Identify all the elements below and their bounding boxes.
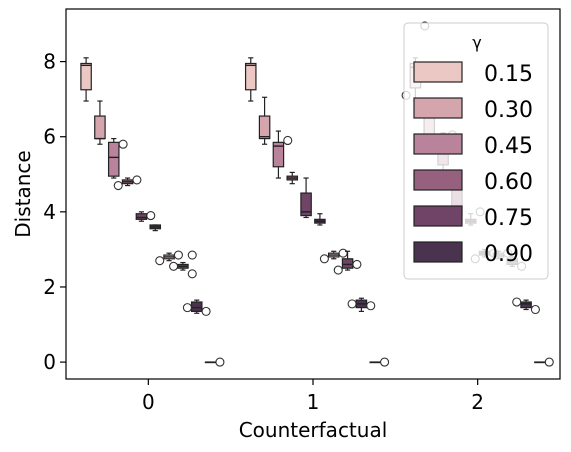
box-item (319, 248, 348, 264)
box-body (341, 258, 354, 269)
outlier-point (544, 357, 554, 367)
box-item (107, 137, 128, 179)
box-body (244, 62, 257, 91)
box-item (155, 250, 183, 266)
outlier-point (319, 254, 329, 264)
box-item (182, 299, 211, 316)
box-item (169, 250, 197, 279)
box-item (113, 175, 142, 191)
outlier-point (347, 299, 357, 309)
outlier-point (146, 211, 156, 221)
outlier-point (352, 259, 362, 269)
y-axis-label: Distance (11, 150, 35, 237)
outlier-point (283, 135, 293, 146)
x-tick-label: 1 (307, 390, 320, 414)
outlier-point (132, 175, 142, 185)
outlier-point (366, 301, 376, 311)
legend-swatch (413, 241, 463, 263)
box-body (107, 141, 120, 177)
box-item (272, 130, 293, 179)
legend-swatch (413, 97, 463, 119)
legend-swatch (413, 61, 463, 83)
legend-label: 0.60 (484, 170, 533, 195)
box-item (300, 177, 312, 219)
legend: γ 0.15 0.30 0.45 0.60 0.75 0.90 (403, 22, 549, 280)
x-tick-label: 2 (471, 390, 484, 414)
box-body (190, 301, 203, 312)
legend-label: 0.15 (484, 62, 533, 87)
legend-items: 0.15 0.30 0.45 0.60 0.75 0.90 (413, 61, 533, 267)
outlier-point (187, 269, 197, 279)
box-item (347, 297, 376, 312)
outlier-point (512, 297, 522, 307)
outlier-point (187, 250, 197, 260)
y-tick-label: 4 (43, 200, 56, 224)
box-body (258, 115, 271, 140)
outlier-point (182, 303, 192, 313)
legend-title: γ (472, 33, 481, 52)
box-item (286, 171, 299, 185)
outlier-point (530, 304, 540, 315)
legend-label: 0.45 (484, 134, 533, 159)
box-body (272, 141, 285, 168)
box-body (300, 192, 312, 217)
legend-swatch (413, 169, 463, 191)
box-item (80, 57, 92, 102)
box-item (369, 357, 390, 367)
box-body (520, 301, 532, 309)
box-body (94, 115, 106, 140)
box-item (135, 211, 156, 222)
box-item (149, 224, 162, 232)
box-item (512, 297, 540, 315)
box-item (258, 96, 271, 145)
outlier-point (173, 250, 183, 260)
outlier-point (201, 306, 211, 316)
box-body (80, 62, 92, 91)
y-tick-label: 8 (43, 50, 56, 74)
box-item (534, 357, 554, 367)
y-tick-label: 6 (43, 125, 56, 149)
box-body (135, 213, 148, 220)
legend-label: 0.90 (484, 242, 533, 267)
outlier-point (380, 357, 390, 367)
outlier-point (338, 248, 348, 258)
outlier-point (169, 261, 179, 271)
outlier-point (333, 265, 343, 275)
outlier-point (215, 357, 225, 367)
box-item (204, 357, 225, 367)
x-ticks: 0 1 2 (142, 379, 484, 414)
box-item (314, 213, 326, 226)
x-axis-label: Counterfactual (239, 418, 388, 442)
box-item (94, 100, 106, 145)
box-item (244, 57, 257, 102)
legend-label: 0.30 (484, 98, 533, 123)
outlier-point (113, 180, 123, 191)
outlier-point (118, 139, 128, 149)
legend-label: 0.75 (484, 206, 533, 231)
x-tick-label: 0 (142, 390, 155, 414)
outlier-point (155, 256, 165, 266)
y-tick-label: 0 (43, 350, 56, 374)
y-tick-label: 2 (43, 275, 56, 299)
y-ticks: 0 2 4 6 8 (43, 50, 66, 374)
legend-swatch (413, 205, 463, 227)
legend-swatch (413, 133, 463, 155)
box-item (333, 250, 362, 275)
